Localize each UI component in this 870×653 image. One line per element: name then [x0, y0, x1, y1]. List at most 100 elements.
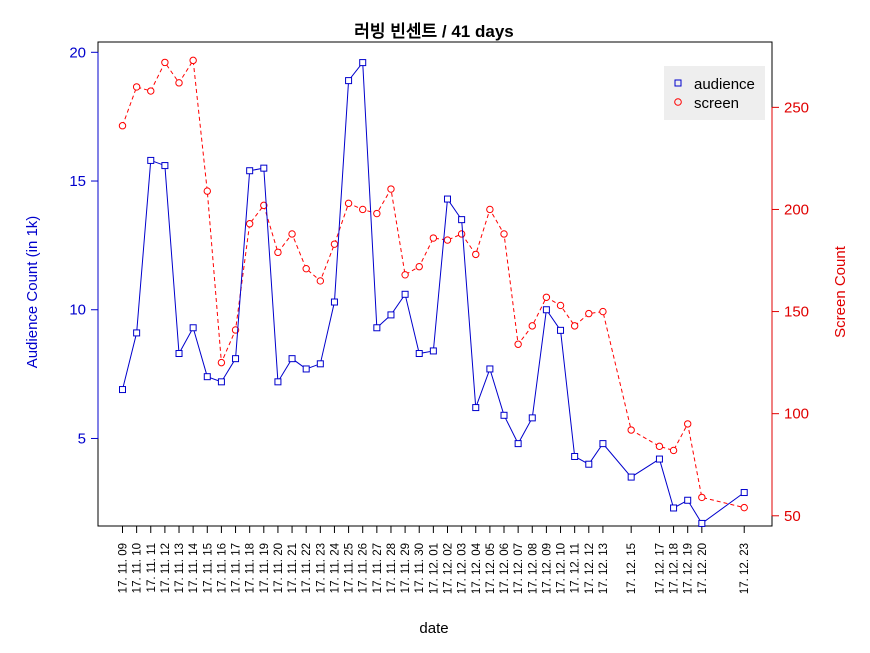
screen-point	[217, 358, 226, 367]
right-tick-label: 200	[784, 201, 809, 218]
screen-point	[556, 301, 565, 310]
screen-point	[528, 322, 536, 330]
screen-point	[373, 209, 381, 218]
x-tick-label: 17. 12. 04	[471, 542, 483, 594]
audience-point	[246, 167, 254, 175]
audience-point	[161, 162, 169, 170]
screen-point	[245, 220, 254, 228]
audience-point	[330, 298, 338, 306]
y-axis-left-label: Audience Count (in 1k)	[24, 216, 41, 369]
screen-point	[669, 446, 678, 455]
screen-point	[486, 205, 494, 214]
x-tick-label: 17. 12. 03	[457, 543, 469, 594]
audience-point	[203, 373, 211, 381]
audience-point	[232, 355, 240, 363]
x-tick-label: 17. 12. 09	[541, 543, 553, 594]
x-tick-label: 17. 11. 21	[287, 543, 299, 593]
audience-point	[119, 386, 126, 394]
audience-point	[373, 324, 381, 332]
audience-point	[627, 473, 635, 481]
audience-point	[472, 404, 480, 412]
x-tick-label: 17. 12. 01	[428, 543, 440, 594]
x-tick-label: 17. 12. 02	[442, 543, 454, 594]
left-tick-label: 20	[69, 44, 86, 61]
screen-point	[203, 187, 211, 195]
audience-point	[557, 326, 565, 334]
x-tick-label: 17. 11. 17	[231, 543, 243, 593]
screen-point	[514, 340, 522, 348]
screen-point	[274, 248, 282, 257]
x-tick-label: 17. 12. 19	[683, 543, 695, 594]
screen-point	[316, 277, 325, 285]
x-tick-label: 17. 12. 10	[556, 543, 568, 594]
legend: audience screen	[664, 66, 765, 120]
screen-point	[175, 79, 183, 87]
screen-point	[344, 199, 353, 208]
x-tick-label: 17. 12. 08	[527, 543, 539, 594]
left-tick-label: 10	[69, 302, 86, 319]
x-tick-label: 17. 11. 16	[216, 543, 228, 593]
x-tick-label: 17. 11. 09	[118, 543, 130, 593]
audience-point	[359, 59, 367, 67]
audience-point	[528, 414, 536, 422]
audience-point	[684, 496, 692, 504]
audience-point	[274, 378, 282, 386]
x-tick-label: 17. 11. 25	[344, 543, 356, 593]
audience-point	[458, 216, 466, 224]
right-tick-label: 250	[784, 99, 809, 116]
screen-point	[330, 240, 339, 248]
screen-point	[655, 442, 664, 451]
legend-audience-marker	[674, 79, 682, 87]
screen-point	[118, 122, 127, 130]
screen-point	[570, 322, 579, 330]
screen-point	[132, 83, 141, 91]
x-tick-label: 17. 12. 18	[669, 543, 681, 594]
right-tick-label: 150	[784, 304, 809, 321]
x-tick-label: 17. 11. 19	[259, 543, 271, 593]
x-tick-label: 17. 11. 22	[301, 543, 313, 593]
screen-point	[472, 250, 480, 259]
x-tick-label: 17. 11. 20	[273, 543, 285, 593]
x-tick-label: 17. 11. 24	[329, 542, 341, 593]
audience-point	[147, 156, 155, 164]
audience-point	[302, 365, 310, 373]
screen-point	[387, 185, 395, 193]
audience-point	[175, 350, 183, 358]
series-audience	[119, 59, 748, 527]
audience-point	[217, 378, 225, 386]
screen-point	[359, 205, 367, 214]
screen-point	[443, 236, 452, 244]
x-tick-label: 17. 12. 17	[654, 543, 666, 594]
x-tick-label: 17. 11. 30	[414, 543, 426, 593]
audience-point	[514, 440, 522, 448]
audience-point	[260, 164, 268, 172]
audience-point	[189, 324, 197, 332]
audience-point	[133, 329, 141, 337]
x-tick-label: 17. 12. 15	[626, 543, 638, 594]
screen-point	[684, 420, 692, 428]
audience-point	[345, 77, 353, 85]
x-tick-label: 17. 11. 15	[202, 543, 214, 593]
audience-point	[288, 355, 296, 363]
x-tick-label: 17. 11. 28	[386, 543, 398, 593]
x-tick-label: 17. 12. 12	[584, 543, 596, 594]
screen-point	[429, 234, 438, 242]
x-tick-label: 17. 12. 13	[598, 543, 610, 594]
audience-point	[585, 460, 593, 468]
screen-point	[415, 262, 423, 271]
audience-point	[655, 455, 663, 463]
audience-point	[698, 519, 706, 527]
audience-point	[443, 195, 451, 203]
x-tick-label: 17. 12. 07	[513, 543, 525, 594]
screen-point	[288, 230, 296, 238]
audience-point	[429, 347, 437, 355]
audience-point	[500, 411, 508, 419]
right-tick-label: 50	[784, 508, 801, 525]
x-tick-label: 17. 12. 20	[697, 543, 709, 594]
x-tick-label: 17. 11. 18	[245, 543, 257, 593]
legend-screen-label: screen	[694, 95, 739, 112]
screen-point	[161, 58, 169, 67]
x-tick-label: 17. 11. 26	[358, 543, 370, 593]
screen-point	[457, 230, 466, 238]
x-tick-label: 17. 11. 23	[315, 543, 327, 593]
